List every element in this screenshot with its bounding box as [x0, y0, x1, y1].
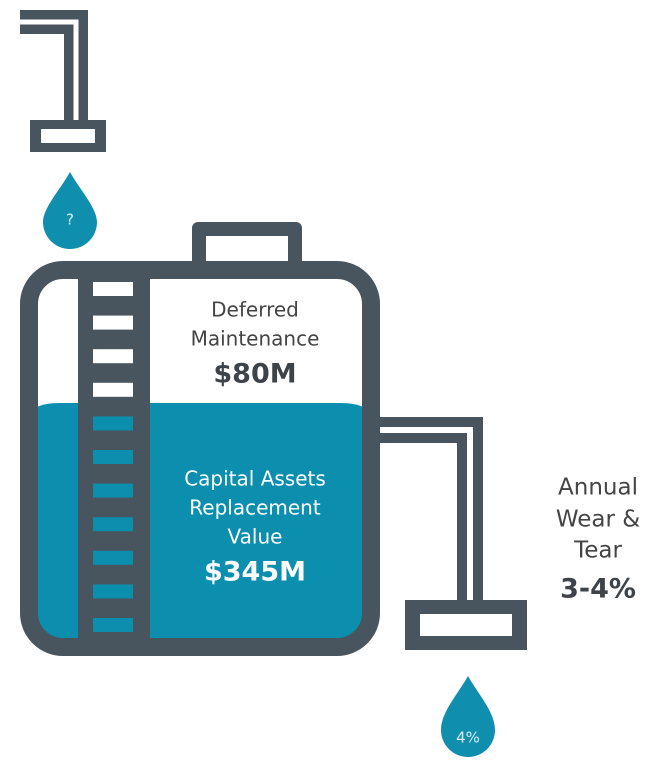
ladder-rung — [93, 584, 133, 599]
upper-value: $80M — [213, 359, 296, 390]
bottom-nozzle-inner — [420, 614, 512, 636]
top-nozzle-inner — [41, 129, 95, 143]
ladder-rung — [93, 450, 133, 464]
lower-line: Value — [228, 525, 283, 549]
ladder-rung — [93, 550, 133, 565]
lower-line: Replacement — [189, 496, 321, 520]
top-drop — [43, 172, 97, 249]
lower-value: $345M — [204, 557, 306, 588]
upper-line: Maintenance — [191, 327, 320, 351]
outflow-value: 3-4% — [560, 574, 636, 605]
outflow-line: Wear & — [556, 507, 640, 533]
ladder-rung — [93, 416, 133, 431]
outflow-line: Annual — [558, 475, 638, 501]
right-pipe — [370, 417, 483, 604]
bottom-drop-label: 4% — [456, 729, 480, 747]
top-pipe — [20, 10, 88, 124]
ladder-rung — [93, 618, 133, 632]
ladder-rung — [93, 349, 133, 364]
ladder-rung — [93, 315, 133, 330]
ladder-rungs — [93, 282, 133, 632]
bottom-drop — [441, 676, 495, 757]
upper-line: Deferred — [211, 298, 299, 322]
ladder-rung — [93, 282, 133, 296]
top-drop-label: ? — [66, 211, 74, 229]
outflow-line: Tear — [573, 538, 622, 564]
ladder-rung — [93, 517, 133, 532]
ladder-rung — [93, 483, 133, 498]
ladder-rung — [93, 382, 133, 397]
right-pipe-inner — [370, 427, 473, 604]
top-pipe-inner — [20, 19, 79, 124]
tank-wall — [20, 261, 380, 656]
tank-cap-inner — [206, 236, 288, 264]
lower-line: Capital Assets — [184, 467, 326, 491]
